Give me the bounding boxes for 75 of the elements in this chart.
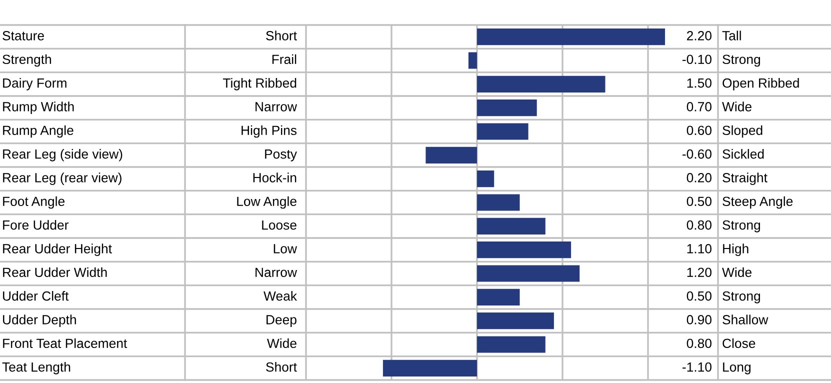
text: Tall — [722, 30, 741, 40]
text: Weak — [264, 291, 298, 301]
bar — [468, 52, 477, 69]
text: Strong — [722, 54, 760, 67]
bar — [477, 170, 494, 188]
text: Posty — [265, 150, 297, 162]
text: Strong — [722, 220, 760, 232]
y-tick-label: Teat Length — [2, 362, 70, 374]
text: Narrow — [256, 268, 298, 278]
bar — [477, 265, 580, 282]
y-tick-label: Front Teat Placement — [3, 338, 128, 348]
text: Straight — [722, 172, 768, 185]
text: Sloped — [722, 125, 762, 138]
bar — [477, 123, 528, 140]
bar — [477, 194, 520, 211]
data-label: 1.20 — [687, 268, 712, 278]
text: Low — [274, 244, 298, 254]
text: Loose — [262, 220, 296, 230]
data-label: 0.20 — [686, 173, 712, 182]
text: Shallow — [722, 314, 768, 324]
y-tick-label: Udder Depth — [3, 314, 76, 327]
data-label: -0.60 — [682, 149, 712, 159]
data-label: 0.60 — [686, 126, 712, 136]
y-tick-label: Stature — [2, 31, 44, 40]
bar — [477, 76, 606, 92]
data-label: 0.80 — [686, 338, 712, 348]
text: High — [723, 244, 748, 256]
text: Long — [723, 362, 750, 374]
data-label: 1.10 — [687, 244, 712, 254]
text: Low Angle — [237, 196, 296, 209]
data-label: 0.70 — [686, 102, 712, 112]
bar — [477, 288, 520, 306]
text: Wide — [722, 267, 752, 278]
y-tick-label: Rear Udder Width — [3, 267, 107, 278]
data-label: 0.90 — [686, 315, 712, 324]
data-label: -1.10 — [682, 362, 712, 372]
text: Wide — [266, 338, 296, 348]
data-label: -0.10 — [682, 54, 712, 64]
text: Strong — [722, 291, 760, 304]
y-tick-label: Rear Leg (rear view) — [3, 172, 122, 185]
text: Frail — [272, 54, 296, 64]
text: Close — [722, 338, 756, 348]
data-label: 0.50 — [686, 196, 712, 206]
text: Open Ribbed — [722, 78, 799, 90]
data-label: 0.50 — [686, 291, 712, 301]
bar — [382, 360, 477, 376]
text: Short — [266, 30, 297, 40]
bar — [477, 336, 546, 353]
text: High Pins — [242, 125, 297, 138]
text: Steep Angle — [722, 196, 793, 209]
text: Wide — [722, 102, 752, 112]
text: Deep — [266, 315, 296, 327]
bar — [477, 312, 554, 330]
y-tick-label: Fore Udder — [3, 220, 69, 230]
y-tick-label: Rear Udder Height — [3, 244, 112, 256]
data-label: 0.80 — [686, 220, 712, 230]
text: Short — [266, 362, 297, 372]
y-tick-label: Udder Cleft — [3, 291, 69, 301]
data-label: 2.20 — [686, 31, 712, 40]
text: Tight Ribbed — [222, 78, 296, 90]
text: Narrow — [256, 102, 298, 112]
text: Hock-in — [253, 172, 296, 182]
y-tick-label: Rear Leg (side view) — [3, 149, 122, 162]
data-label: 1.50 — [687, 78, 712, 88]
bar — [426, 146, 477, 164]
y-tick-label: Rump Angle — [3, 125, 74, 138]
y-tick-label: Foot Angle — [3, 196, 64, 209]
bar — [477, 100, 537, 116]
bar — [477, 242, 572, 258]
bar — [477, 218, 546, 234]
y-tick-label: Strength — [2, 54, 52, 67]
y-tick-label: Dairy Form — [3, 78, 66, 90]
text: Sickled — [722, 149, 764, 159]
y-tick-label: Rump Width — [3, 102, 74, 114]
bar — [477, 28, 666, 46]
